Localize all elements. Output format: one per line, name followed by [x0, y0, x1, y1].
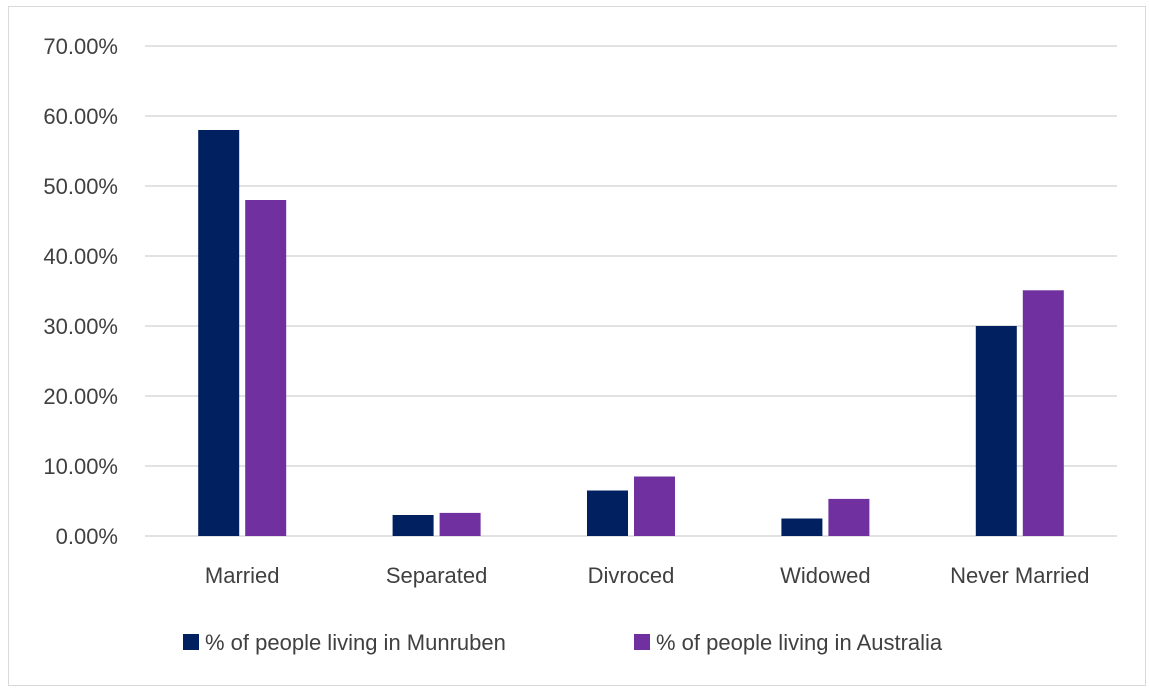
bars	[198, 130, 1064, 536]
bar-married-series-2	[245, 200, 287, 536]
x-axis-category-labels: Married Separated Divroced Widowed Never Mar…	[205, 563, 1090, 588]
y-tick-label: 60.00%	[43, 104, 118, 129]
x-category-label: Widowed	[780, 563, 870, 588]
legend-swatch	[634, 634, 650, 650]
chart-frame	[8, 6, 1146, 686]
y-tick-label: 30.00%	[43, 314, 118, 339]
y-tick-label: 40.00%	[43, 244, 118, 269]
bar-divroced-series-1	[587, 490, 628, 536]
bar-never-married-series-1	[975, 326, 1017, 536]
y-tick-label: 0.00%	[56, 524, 118, 549]
x-category-label: Separated	[386, 563, 488, 588]
y-tick-label: 70.00%	[43, 34, 118, 59]
bar-separated-series-2	[439, 512, 481, 536]
legend: % of people living in Munruben % of peopl…	[183, 630, 943, 655]
bar-married-series-1	[198, 130, 240, 536]
bar-widowed-series-2	[828, 498, 870, 536]
bar-widowed-series-1	[781, 518, 823, 536]
x-category-label: Never Married	[950, 563, 1089, 588]
bar-divroced-series-2	[634, 476, 675, 536]
gridlines	[145, 45, 1117, 537]
bar-never-married-series-2	[1022, 290, 1064, 536]
y-axis-tick-labels: 0.00% 10.00% 20.00% 30.00% 40.00% 50.00% 60.00…	[43, 34, 118, 549]
y-tick-label: 50.00%	[43, 174, 118, 199]
legend-label: % of people living in Australia	[656, 630, 943, 655]
legend-label: % of people living in Munruben	[205, 630, 506, 655]
legend-swatch	[183, 634, 199, 650]
y-tick-label: 10.00%	[43, 454, 118, 479]
x-category-label: Divroced	[588, 563, 675, 588]
bar-separated-series-1	[392, 515, 434, 536]
y-tick-label: 20.00%	[43, 384, 118, 409]
x-category-label: Married	[205, 563, 280, 588]
